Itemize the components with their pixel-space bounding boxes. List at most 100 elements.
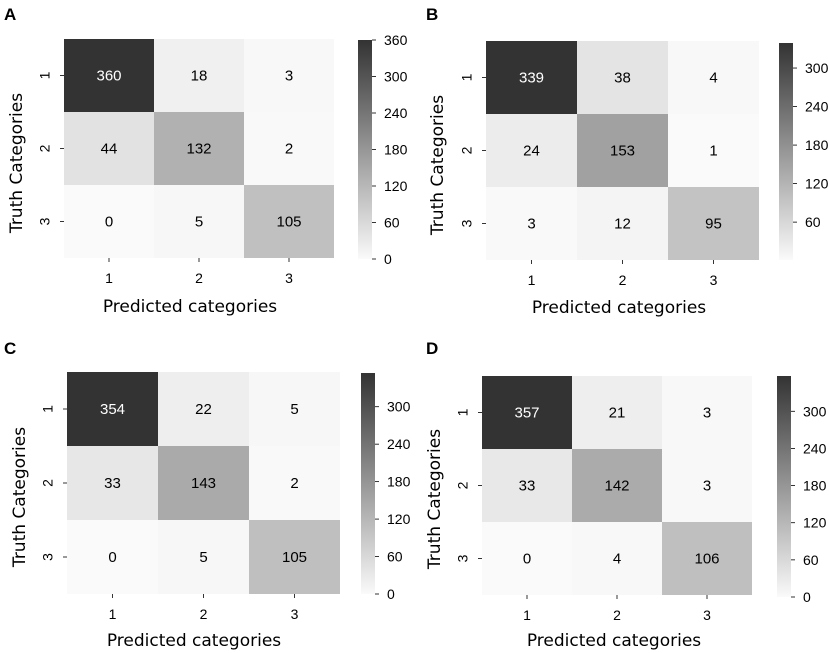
- x-tick-label: 3: [291, 606, 299, 622]
- cell-value-label: 33: [104, 475, 121, 492]
- heatmap-cell: [577, 114, 668, 187]
- x-tick-label: 3: [703, 607, 711, 623]
- cell-value-label: 143: [191, 475, 216, 492]
- heatmap-cell: [249, 520, 340, 594]
- x-axis-label: Predicted categories: [107, 631, 281, 651]
- colorbar-tick-label: 60: [387, 549, 403, 565]
- heatmap-cell: [482, 449, 572, 522]
- cell-value-label: 105: [276, 214, 301, 231]
- colorbar-tick-label: 180: [387, 474, 411, 490]
- colorbar-tick-label: 120: [384, 178, 408, 194]
- y-axis-label: Truth Categories: [10, 427, 30, 568]
- heatmap-cell: [158, 520, 249, 594]
- heatmap-cell: [158, 372, 249, 446]
- heatmap-cell: [249, 372, 340, 446]
- heatmap-cell: [249, 446, 340, 520]
- heatmap-cell: [244, 185, 334, 258]
- heatmap-cell: [668, 114, 759, 187]
- cell-value-label: 24: [523, 143, 540, 160]
- panel-letter: B: [426, 5, 438, 24]
- heatmap-cell: [486, 187, 577, 260]
- y-tick-label: 1: [459, 73, 475, 81]
- cell-value-label: 4: [709, 70, 717, 87]
- cell-value-label: 142: [604, 478, 629, 495]
- y-tick-label: 1: [40, 405, 56, 413]
- colorbar-tick-label: 300: [805, 60, 829, 76]
- heatmap-cell: [662, 449, 752, 522]
- heatmap-cell: [482, 522, 572, 595]
- panel-letter: C: [4, 339, 16, 358]
- heatmap-cell: [67, 520, 158, 594]
- y-axis-label: Truth Categories: [428, 95, 448, 236]
- colorbar-tick-label: 240: [387, 436, 411, 452]
- cell-value-label: 106: [694, 551, 719, 568]
- colorbar-tick-label: 360: [384, 32, 408, 48]
- heatmap-cell: [158, 446, 249, 520]
- cell-value-label: 3: [285, 68, 293, 85]
- heatmap-cell: [662, 376, 752, 449]
- cell-value-label: 22: [195, 401, 212, 418]
- y-tick-label: 2: [40, 479, 56, 487]
- colorbar-tick-label: 300: [803, 403, 827, 419]
- x-axis-label: Predicted categories: [532, 298, 706, 318]
- heatmap-cell: [482, 376, 572, 449]
- colorbar-tick-label: 0: [387, 586, 395, 602]
- cell-value-label: 3: [703, 405, 711, 422]
- colorbar: [777, 376, 791, 597]
- colorbar-tick-label: 240: [803, 440, 827, 456]
- panel-letter: D: [426, 339, 438, 358]
- colorbar-tick-label: 300: [387, 399, 411, 415]
- heatmap-cell: [486, 41, 577, 114]
- heatmap-cell: [64, 39, 154, 112]
- cell-value-label: 5: [199, 549, 207, 566]
- cell-value-label: 0: [108, 549, 116, 566]
- cell-value-label: 33: [519, 478, 536, 495]
- heatmap-cell: [67, 372, 158, 446]
- cell-value-label: 21: [609, 405, 626, 422]
- heatmap-cell: [154, 185, 244, 258]
- cell-value-label: 1: [709, 143, 717, 160]
- colorbar-tick-label: 120: [805, 176, 829, 192]
- cell-value-label: 153: [610, 143, 635, 160]
- cell-value-label: 18: [191, 68, 208, 85]
- cell-value-label: 3: [703, 478, 711, 495]
- colorbar-tick-label: 0: [384, 251, 392, 267]
- x-axis-label: Predicted categories: [103, 297, 277, 317]
- colorbar: [361, 373, 375, 594]
- colorbar-tick-label: 60: [384, 215, 400, 231]
- colorbar: [358, 40, 372, 259]
- heatmap-cell: [64, 185, 154, 258]
- colorbar-tick-label: 180: [384, 142, 408, 158]
- cell-value-label: 0: [105, 214, 113, 231]
- y-axis-label: Truth Categories: [7, 93, 27, 234]
- colorbar-tick-label: 60: [803, 552, 819, 568]
- y-tick-label: 3: [455, 554, 471, 562]
- heatmap-cell: [572, 449, 662, 522]
- heatmap-cell: [244, 112, 334, 185]
- y-tick-label: 3: [37, 217, 53, 225]
- cell-value-label: 12: [614, 216, 631, 233]
- heatmap-cell: [67, 446, 158, 520]
- panel-c: C 354 22 5 33 143 2 0 5 105 1 2 3 1 2 3 Predicted catego…: [4, 339, 411, 651]
- heatmap-cell: [662, 522, 752, 595]
- y-tick-label: 3: [40, 553, 56, 561]
- colorbar-tick-label: 300: [384, 69, 408, 85]
- colorbar-tick-label: 240: [805, 99, 829, 115]
- cell-value-label: 44: [101, 141, 118, 158]
- panel-a: A 360 18 3 44 132 2 0 5 105 1 2 3 1 2 3 Predicted catego…: [4, 5, 408, 317]
- heatmap-cell: [577, 41, 668, 114]
- x-tick-label: 3: [285, 270, 293, 286]
- x-tick-label: 2: [200, 606, 208, 622]
- cell-value-label: 5: [290, 401, 298, 418]
- colorbar-tick-label: 240: [384, 105, 408, 121]
- cell-value-label: 339: [519, 70, 544, 87]
- colorbar-tick-label: 180: [803, 478, 827, 494]
- cell-value-label: 2: [285, 141, 293, 158]
- x-tick-label: 1: [523, 607, 531, 623]
- heatmap-cell: [572, 522, 662, 595]
- panel-letter: A: [4, 5, 16, 24]
- y-tick-label: 2: [459, 146, 475, 154]
